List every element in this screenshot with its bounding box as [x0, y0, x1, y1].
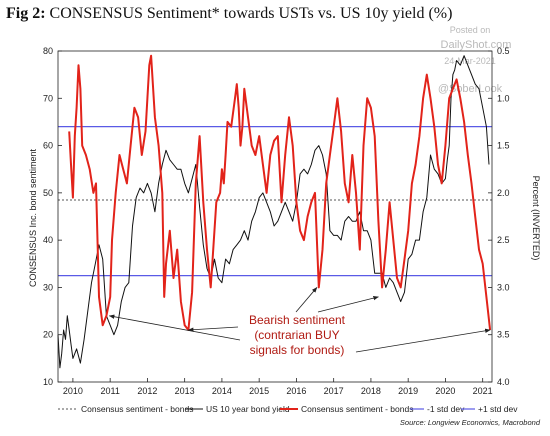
y-tick-label: 30 — [43, 282, 53, 292]
x-tick-label: 2011 — [100, 386, 119, 396]
annotation-arrow — [187, 326, 239, 332]
y2-tick-label: 3.5 — [497, 330, 510, 340]
y-tick-label: 60 — [43, 141, 53, 151]
y2-tick-label: 2.5 — [497, 235, 510, 245]
x-tick-label: 2012 — [137, 386, 157, 396]
y2-axis-label: Percent (INVERTED) — [531, 176, 541, 261]
y-tick-label: 80 — [43, 46, 53, 56]
plot-area — [57, 54, 492, 369]
series-line-sentiment — [68, 54, 492, 331]
watermark-line3: 24-Mar-2021 — [444, 56, 496, 66]
watermark-line1: Posted on — [450, 25, 491, 35]
legend-label: Consensus sentiment - bonds — [301, 404, 413, 414]
y2-tick-label: 4.0 — [497, 377, 510, 387]
annotation-line3: signals for bonds) — [250, 343, 345, 357]
y-tick-label: 70 — [43, 93, 53, 103]
y-tick-label: 40 — [43, 235, 53, 245]
x-tick-label: 2020 — [435, 386, 455, 396]
annotation-arrow — [295, 287, 318, 313]
watermark-line4: @SoberLook — [438, 83, 503, 95]
axes: 10 20 30 40 50 60 70 80 0.5 1.0 1.5 2.0 2.5 3.0 3.5 4.0… — [43, 46, 510, 396]
x-tick-label: 2016 — [286, 386, 306, 396]
y-axis-label: CONSENSUS Inc. bond sentiment — [28, 148, 38, 287]
annotation-line1: Bearish sentiment — [249, 313, 346, 327]
annotation-arrow — [355, 328, 491, 353]
y2-tick-label: 1.0 — [497, 93, 510, 103]
title-main: CONSENSUS Sentiment* towards USTs vs. US… — [49, 5, 453, 22]
legend-label: -1 std dev — [427, 404, 465, 414]
x-tick-label: 2013 — [175, 386, 195, 396]
annotation-line2: (contrarian BUY — [254, 328, 339, 342]
y2-tick-label: 3.0 — [497, 282, 510, 292]
x-tick-label: 2015 — [249, 386, 269, 396]
x-tick-label: 2014 — [212, 386, 232, 396]
plot-frame — [57, 50, 493, 383]
title-prefix: Fig 2: — [6, 5, 46, 22]
source-note: Source: Longview Economics, Macrobond — [400, 418, 541, 427]
x-tick-label: 2021 — [473, 386, 493, 396]
x-tick-label: 2019 — [398, 386, 418, 396]
y-tick-label: 50 — [43, 188, 53, 198]
legend: Consensus sentiment - bonds US 10 year bo… — [58, 404, 518, 414]
legend-label: US 10 year bond yield — [206, 404, 290, 414]
x-tick-label: 2010 — [63, 386, 83, 396]
y2-tick-label: 2.0 — [497, 188, 510, 198]
y2-tick-label: 0.5 — [497, 46, 510, 56]
y-tick-label: 10 — [43, 377, 53, 387]
series-line-yield — [57, 55, 490, 369]
watermark-line2: DailyShot.com — [441, 39, 512, 51]
annotation-arrow — [108, 314, 241, 341]
legend-label: +1 std dev — [478, 404, 518, 414]
y2-tick-label: 1.5 — [497, 141, 510, 151]
x-tick-label: 2018 — [361, 386, 381, 396]
legend-label: Consensus sentiment - bonds — [81, 404, 193, 414]
x-tick-label: 2017 — [324, 386, 344, 396]
annotation-arrow — [317, 295, 379, 313]
annotation-arrows — [108, 287, 491, 353]
y-tick-label: 20 — [43, 330, 53, 340]
chart-title: Fig 2: CONSENSUS Sentiment* towards USTs… — [6, 5, 452, 23]
